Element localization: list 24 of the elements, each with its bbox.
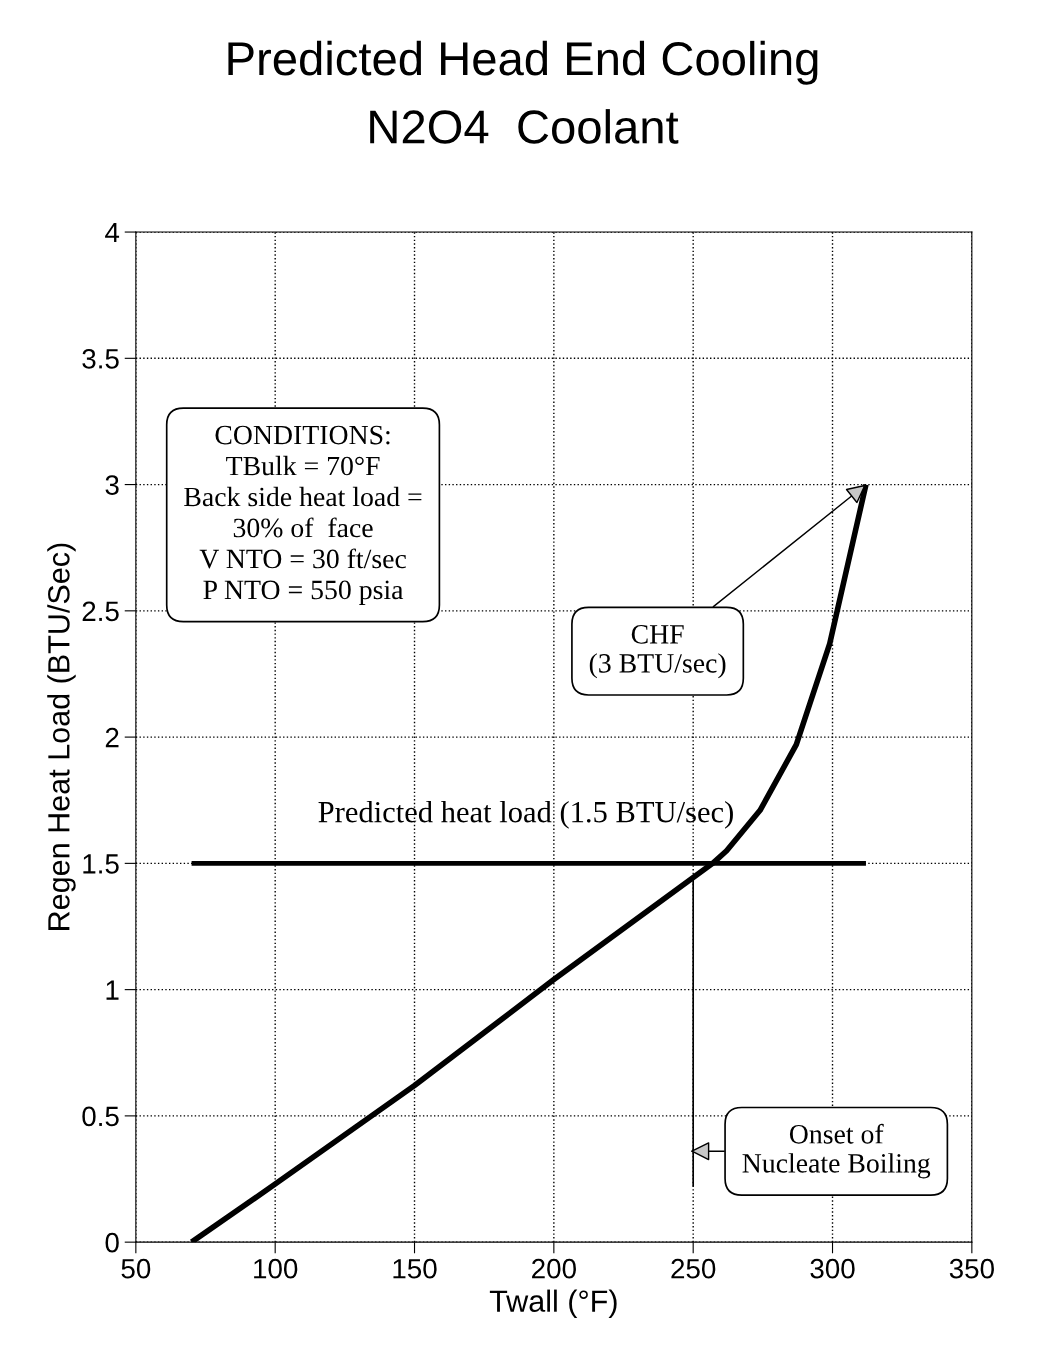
- y-axis-title: Regen Heat Load (BTU/Sec): [47, 543, 76, 930]
- annotation: Predicted heat load (1.5 BTU/sec): [318, 800, 733, 829]
- y-tick-label: 4: [105, 223, 120, 243]
- annotation: CHF (3 BTU/sec): [589, 625, 726, 679]
- x-tick-label: 100: [254, 1258, 298, 1279]
- y-tick-label: 0: [105, 1232, 119, 1253]
- x-tick-label: 150: [393, 1258, 437, 1279]
- annotation: CONDITIONS: TBulk = 70°F Back side heat load = 30% of face V NTO = 30 ft/sec P NTO = 550 psia: [184, 425, 422, 605]
- x-tick-label: 50: [121, 1258, 151, 1279]
- y-tick-label: 0.5: [82, 1106, 119, 1127]
- x-tick-label: 300: [810, 1258, 855, 1279]
- y-tick-label: 1: [106, 980, 119, 1000]
- x-tick-label: 350: [949, 1258, 994, 1279]
- chart-subtitle: N2O4 Coolant: [370, 109, 679, 144]
- y-tick-label: 2: [105, 727, 119, 748]
- y-tick-label: 3: [105, 475, 119, 495]
- x-tick-label: 200: [532, 1258, 576, 1279]
- annotation: Onset of Nucleate Boiling: [742, 1123, 931, 1179]
- y-tick-label: 3.5: [82, 348, 119, 369]
- x-axis-title: Twall (°F): [489, 1289, 617, 1319]
- x-tick-label: 250: [671, 1258, 716, 1279]
- y-tick-label: 2.5: [82, 601, 119, 622]
- y-tick-label: 1.5: [83, 854, 119, 874]
- chart-title: Predicted Head End Cooling: [228, 40, 818, 85]
